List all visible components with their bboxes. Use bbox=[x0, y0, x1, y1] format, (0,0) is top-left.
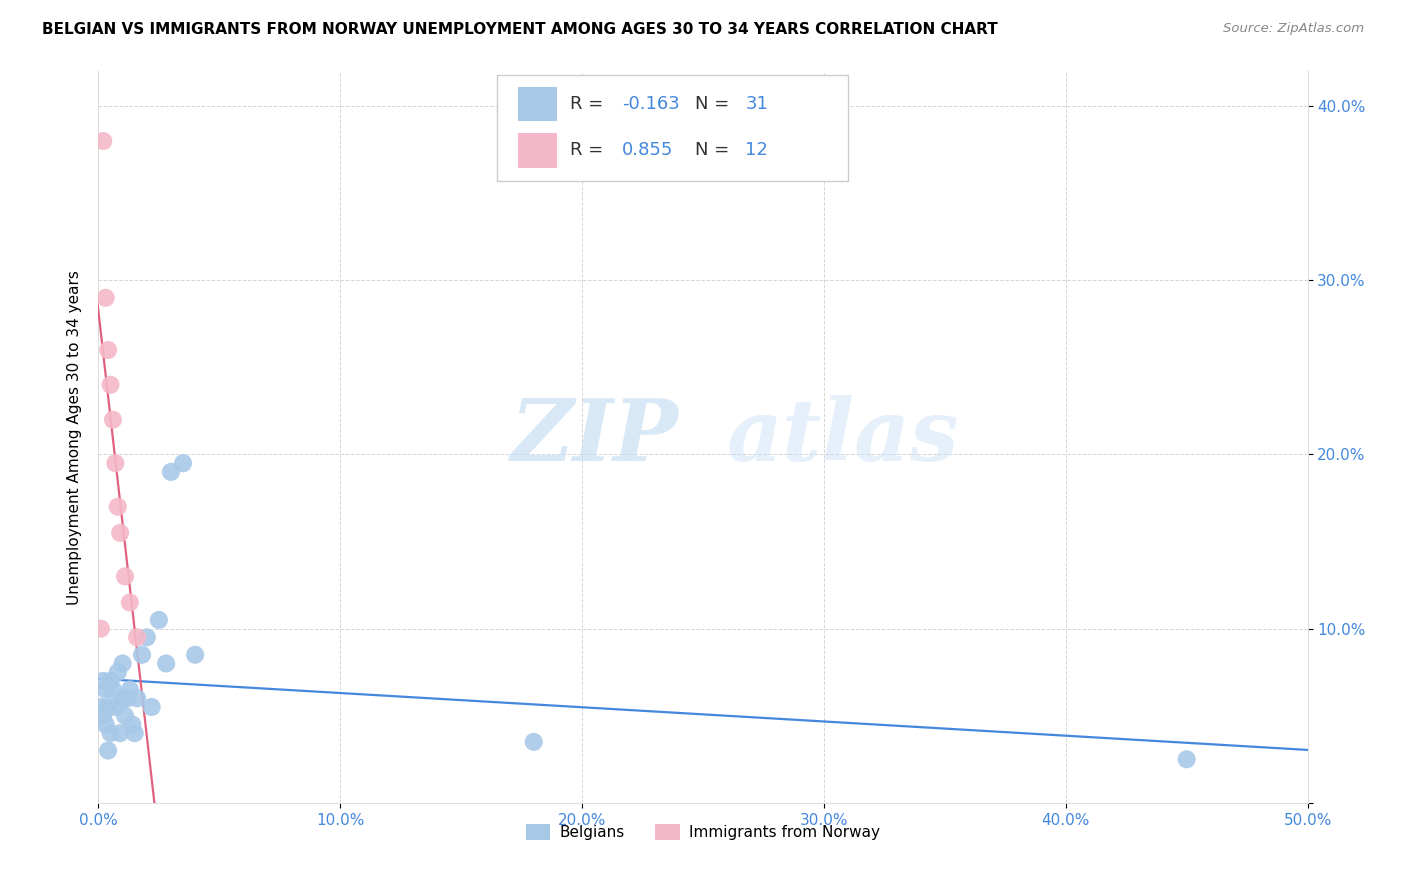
Legend: Belgians, Immigrants from Norway: Belgians, Immigrants from Norway bbox=[519, 816, 887, 847]
Point bbox=[111, 657, 134, 671]
Text: atlas: atlas bbox=[727, 395, 960, 479]
Text: 12: 12 bbox=[745, 141, 768, 160]
Y-axis label: Unemployment Among Ages 30 to 34 years: Unemployment Among Ages 30 to 34 years bbox=[66, 269, 82, 605]
Point bbox=[107, 665, 129, 680]
Text: BELGIAN VS IMMIGRANTS FROM NORWAY UNEMPLOYMENT AMONG AGES 30 TO 34 YEARS CORRELA: BELGIAN VS IMMIGRANTS FROM NORWAY UNEMPL… bbox=[42, 22, 998, 37]
Point bbox=[94, 717, 117, 731]
Point bbox=[114, 708, 136, 723]
Bar bbox=[517, 87, 557, 121]
Point bbox=[117, 691, 139, 706]
Text: N =: N = bbox=[695, 141, 734, 160]
Text: R =: R = bbox=[569, 95, 609, 113]
Point bbox=[127, 691, 149, 706]
Point bbox=[100, 377, 122, 392]
Point bbox=[127, 631, 149, 645]
Point bbox=[104, 700, 127, 714]
Point bbox=[118, 595, 141, 609]
Point bbox=[104, 456, 127, 470]
Text: 31: 31 bbox=[745, 95, 768, 113]
Text: R =: R = bbox=[569, 141, 609, 160]
Text: -0.163: -0.163 bbox=[621, 95, 679, 113]
Point bbox=[91, 134, 114, 148]
Point bbox=[101, 412, 124, 426]
Point bbox=[1175, 752, 1198, 766]
Point bbox=[118, 682, 141, 697]
Point bbox=[172, 456, 194, 470]
Point bbox=[97, 743, 120, 757]
Point bbox=[114, 569, 136, 583]
Point bbox=[90, 622, 112, 636]
Point bbox=[124, 726, 146, 740]
Point bbox=[100, 673, 122, 688]
Point bbox=[97, 700, 120, 714]
Point bbox=[160, 465, 183, 479]
Point bbox=[148, 613, 170, 627]
Point bbox=[91, 673, 114, 688]
Point bbox=[135, 631, 157, 645]
Text: Source: ZipAtlas.com: Source: ZipAtlas.com bbox=[1223, 22, 1364, 36]
Point bbox=[155, 657, 177, 671]
Point bbox=[97, 343, 120, 357]
Point bbox=[101, 682, 124, 697]
Point bbox=[90, 700, 112, 714]
Point bbox=[91, 708, 114, 723]
Point bbox=[94, 682, 117, 697]
Text: 0.855: 0.855 bbox=[621, 141, 673, 160]
Bar bbox=[517, 133, 557, 168]
Point bbox=[131, 648, 153, 662]
Point bbox=[184, 648, 207, 662]
Text: N =: N = bbox=[695, 95, 734, 113]
Point bbox=[121, 717, 143, 731]
Point bbox=[141, 700, 163, 714]
Point bbox=[107, 500, 129, 514]
Text: ZIP: ZIP bbox=[510, 395, 679, 479]
Point bbox=[94, 291, 117, 305]
Point bbox=[111, 691, 134, 706]
Point bbox=[100, 726, 122, 740]
FancyBboxPatch shape bbox=[498, 75, 848, 181]
Point bbox=[523, 735, 546, 749]
Point bbox=[108, 726, 131, 740]
Point bbox=[108, 525, 131, 540]
